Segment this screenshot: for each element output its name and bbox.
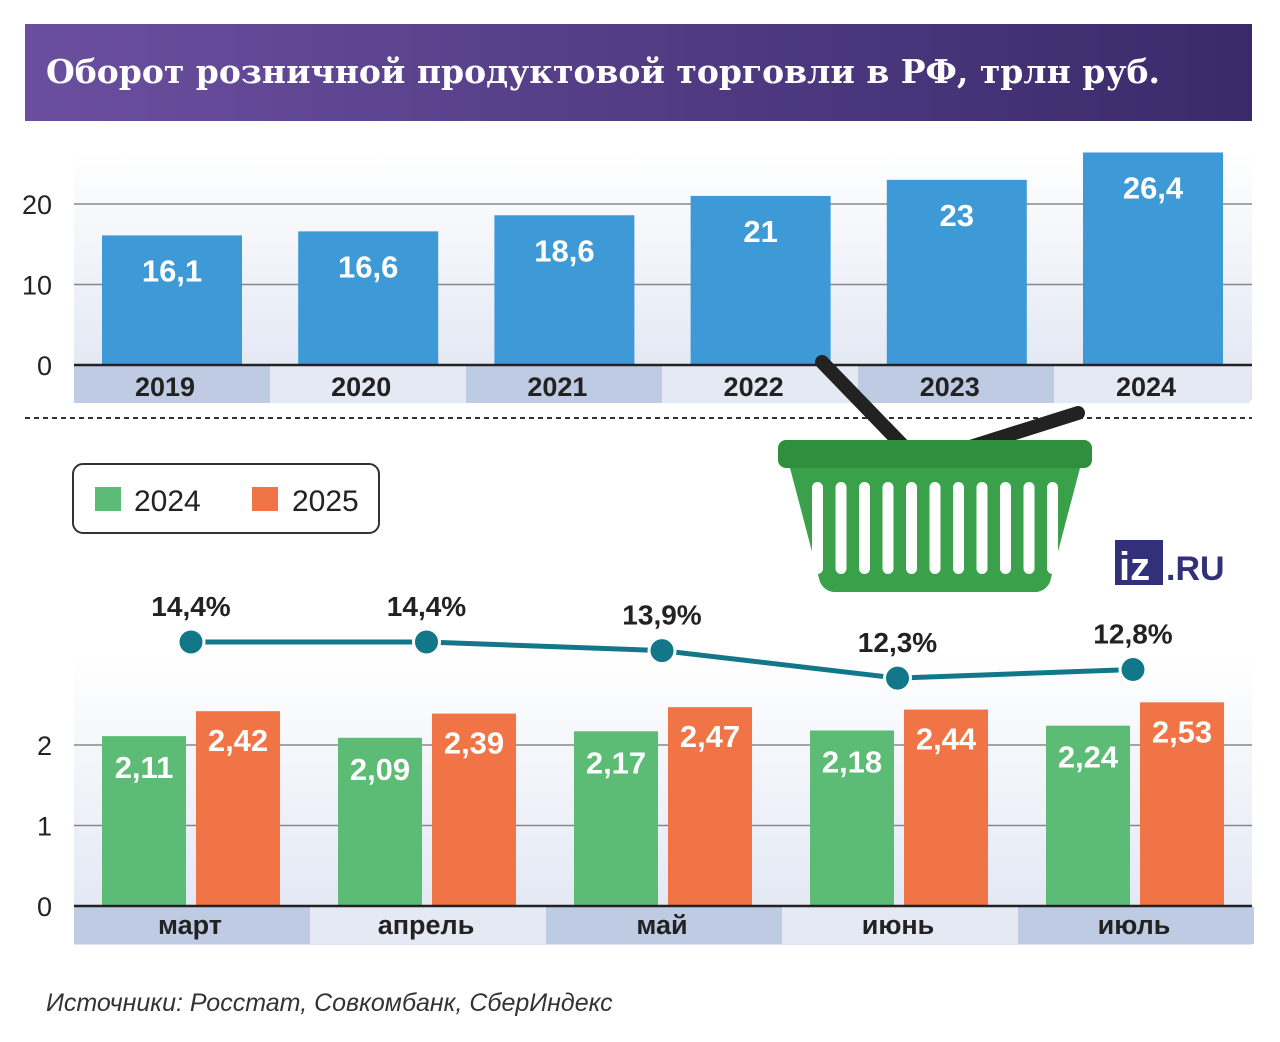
- basket-slot: [1047, 482, 1058, 574]
- category-band: [1054, 366, 1250, 403]
- chart-title: Оборот розничной продуктовой торговли в …: [46, 52, 1160, 91]
- y-tick-label: 10: [22, 271, 52, 301]
- bar-2024-июль: [1046, 725, 1130, 906]
- bar-2025-июнь: [904, 709, 988, 906]
- bar-value-label: 21: [743, 214, 777, 249]
- basket-slot: [929, 482, 941, 574]
- legend: 2024 2025: [72, 463, 380, 534]
- iz-logo: iz .RU: [1115, 540, 1225, 589]
- bar-2020: [298, 231, 439, 365]
- bar-2024-апрель: [338, 737, 422, 906]
- category-band: [74, 366, 270, 403]
- category-band: [782, 907, 1018, 944]
- bar-value-label: 23: [940, 198, 974, 233]
- growth-point: [176, 627, 206, 657]
- bar-value-label: 18,6: [534, 233, 594, 268]
- y-tick-label: 0: [37, 351, 52, 381]
- legend-swatch-2025: [252, 487, 278, 511]
- basket-slot: [835, 482, 847, 574]
- bar-value-label: 2,53: [1152, 714, 1212, 749]
- legend-label-2025: 2025: [292, 485, 359, 518]
- bar-2025-июль: [1140, 702, 1224, 906]
- x-tick-label: 2019: [135, 372, 195, 402]
- bar-2024-июнь: [810, 730, 894, 906]
- svg-text:.RU: .RU: [1166, 550, 1225, 588]
- growth-label: 12,3%: [858, 627, 937, 658]
- category-band: [466, 366, 662, 403]
- bar-2021: [494, 215, 635, 365]
- x-tick-label: 2022: [724, 372, 784, 402]
- x-tick-label: май: [636, 910, 687, 940]
- plot-background: [74, 150, 1252, 400]
- basket-slot: [859, 482, 870, 574]
- bar-2025-март: [196, 711, 280, 906]
- basket-slot: [1000, 482, 1011, 574]
- basket-slot: [953, 482, 964, 574]
- y-tick-label: 20: [22, 190, 52, 220]
- svg-text:iz: iz: [1119, 545, 1150, 589]
- category-band: [546, 907, 782, 944]
- bar-value-label: 16,1: [142, 253, 202, 288]
- growth-point: [883, 663, 912, 693]
- bar-value-label: 26,4: [1123, 170, 1184, 205]
- bar-value-label: 2,18: [822, 745, 882, 780]
- x-tick-label: март: [158, 910, 222, 940]
- x-tick-label: апрель: [378, 910, 475, 940]
- growth-point: [412, 627, 441, 657]
- source-note: Источники: Росстат, Совкомбанк, СберИнде…: [46, 989, 613, 1017]
- y-tick-label: 0: [37, 892, 52, 922]
- category-band: [1018, 907, 1254, 944]
- basket-slot: [882, 482, 894, 574]
- bar-value-label: 2,42: [208, 723, 268, 758]
- bar-2025-май: [668, 707, 752, 906]
- basket-slot: [906, 482, 917, 574]
- x-tick-label: 2021: [527, 372, 587, 402]
- y-tick-label: 2: [37, 731, 52, 761]
- bar-value-label: 2,09: [350, 752, 410, 787]
- growth-label: 13,9%: [622, 600, 701, 631]
- growth-point: [1118, 655, 1148, 685]
- legend-swatch-2024: [95, 487, 121, 511]
- bar-value-label: 2,47: [680, 719, 740, 754]
- growth-label: 14,4%: [151, 591, 230, 622]
- bar-value-label: 2,17: [586, 745, 646, 780]
- basket-slot: [812, 482, 823, 574]
- title-banner: [25, 24, 1252, 121]
- bar-2024-май: [574, 731, 658, 906]
- y-tick-label: 1: [37, 812, 52, 842]
- growth-point: [647, 636, 677, 666]
- category-band: [310, 907, 546, 944]
- bar-2023: [886, 179, 1027, 365]
- bar-2019: [102, 235, 242, 365]
- bar-value-label: 2,44: [916, 722, 977, 757]
- bar-value-label: 2,39: [444, 726, 504, 761]
- category-band: [858, 366, 1054, 403]
- bar-value-label: 16,6: [338, 249, 398, 284]
- legend-label-2024: 2024: [134, 485, 201, 518]
- bar-2024: [1083, 152, 1223, 365]
- bar-2025-апрель: [432, 713, 516, 906]
- x-tick-label: 2024: [1116, 372, 1176, 402]
- x-tick-label: июль: [1098, 910, 1171, 940]
- basket-slot: [976, 482, 988, 574]
- basket-slot: [1023, 482, 1035, 574]
- bar-2022: [690, 195, 831, 365]
- bar-value-label: 2,11: [115, 750, 174, 785]
- x-tick-label: июнь: [862, 910, 935, 940]
- x-tick-label: 2023: [920, 372, 980, 402]
- growth-label: 12,8%: [1093, 619, 1172, 650]
- category-band: [74, 907, 310, 944]
- category-band: [270, 366, 466, 403]
- bar-value-label: 2,24: [1058, 740, 1119, 775]
- x-tick-label: 2020: [331, 372, 391, 402]
- basket-icon: [778, 355, 1092, 592]
- bar-2024-март: [102, 736, 186, 906]
- growth-label: 14,4%: [387, 591, 466, 622]
